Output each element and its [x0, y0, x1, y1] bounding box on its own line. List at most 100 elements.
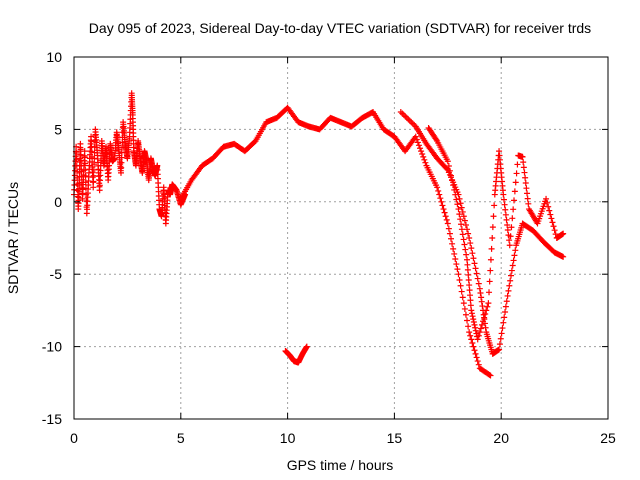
data-point [511, 197, 518, 204]
data-point [508, 224, 515, 231]
data-point [485, 300, 492, 307]
data-point [472, 327, 479, 334]
data-series [71, 90, 567, 379]
data-point [456, 276, 463, 283]
data-point [406, 117, 413, 124]
data-point [470, 343, 477, 350]
data-point [458, 204, 465, 211]
data-point [465, 271, 472, 278]
data-point [408, 119, 415, 126]
data-point [547, 211, 554, 218]
data-point [487, 267, 494, 274]
grid-lines [74, 57, 608, 419]
data-point [422, 159, 429, 166]
data-point [442, 213, 449, 220]
data-point [440, 206, 447, 213]
data-point [509, 215, 516, 222]
data-point [471, 260, 478, 267]
data-point [479, 303, 486, 310]
series-group [397, 109, 567, 357]
data-point [467, 297, 474, 304]
data-point [466, 329, 473, 336]
data-point [456, 211, 463, 218]
data-point [470, 316, 477, 323]
data-point [459, 294, 466, 301]
data-point [88, 138, 95, 145]
data-point [508, 272, 515, 279]
data-point [448, 235, 455, 242]
data-point [473, 354, 480, 361]
data-point [470, 255, 477, 262]
data-point [458, 221, 465, 228]
data-point [81, 154, 88, 161]
data-point [489, 235, 496, 241]
data-point [460, 236, 467, 243]
data-point [438, 198, 445, 205]
data-point [470, 318, 477, 325]
data-point [467, 292, 474, 299]
data-point [445, 163, 452, 170]
data-point [465, 323, 472, 330]
series-group [71, 90, 189, 227]
data-point [462, 311, 469, 318]
data-point [512, 247, 519, 254]
data-point [506, 282, 513, 289]
data-point [501, 314, 508, 321]
data-point [460, 213, 467, 220]
data-point [469, 339, 476, 346]
data-point [453, 196, 460, 203]
data-point [502, 206, 509, 213]
data-point [469, 250, 476, 257]
data-point [421, 156, 428, 163]
data-point [478, 298, 485, 305]
chart-title: Day 095 of 2023, Sidereal Day-to-day VTE… [89, 20, 591, 36]
data-point [452, 191, 459, 198]
data-point [472, 265, 479, 272]
data-point [82, 173, 89, 180]
data-point [482, 324, 489, 331]
data-point [496, 341, 503, 348]
data-point [511, 252, 518, 259]
series-group [282, 343, 310, 366]
data-point [469, 313, 476, 320]
data-point [459, 231, 466, 238]
data-point [303, 343, 310, 350]
series-group [177, 104, 494, 379]
plot-frame [73, 56, 609, 420]
data-point [471, 347, 478, 354]
data-point [77, 140, 84, 147]
data-point [417, 145, 424, 152]
data-point [544, 199, 551, 206]
data-point [509, 262, 516, 269]
y-tick-label: -5 [50, 266, 63, 282]
data-point [435, 187, 442, 194]
data-point [464, 226, 471, 233]
x-tick-label: 25 [600, 430, 616, 446]
data-point [468, 307, 475, 314]
data-point [513, 170, 520, 177]
data-point [520, 159, 527, 166]
data-point [475, 361, 482, 368]
data-point [412, 133, 419, 140]
data-point [472, 350, 479, 357]
data-point [449, 177, 456, 184]
data-point [486, 278, 493, 285]
data-point [402, 113, 409, 120]
data-point [453, 261, 460, 268]
data-point [414, 139, 421, 146]
data-point [77, 151, 84, 158]
data-point [522, 174, 529, 181]
data-point [118, 154, 125, 161]
data-point [457, 216, 464, 223]
data-point [400, 111, 407, 118]
data-point [514, 161, 521, 168]
data-point [91, 161, 98, 168]
data-point [464, 261, 471, 268]
data-point [455, 271, 462, 278]
data-point [403, 114, 410, 121]
data-point [550, 223, 557, 230]
data-point [486, 371, 493, 378]
x-tick-label: 15 [387, 430, 403, 446]
data-point [441, 209, 448, 216]
data-point [523, 185, 530, 192]
